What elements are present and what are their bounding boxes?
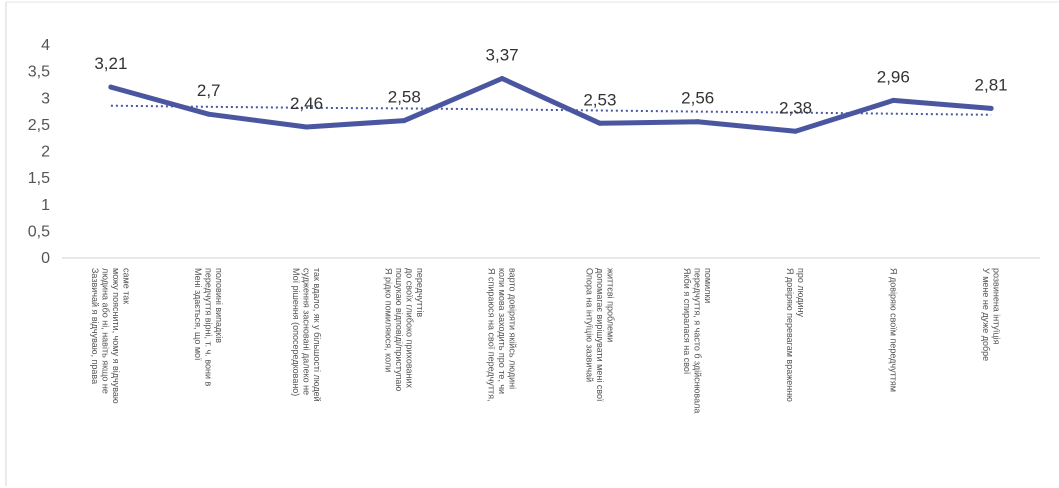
x-category-line: передчуття, я часто б здійснювала bbox=[693, 268, 703, 413]
x-category-line: передчуття вірні, т. ч. вони в bbox=[204, 268, 214, 387]
series-layer bbox=[108, 76, 994, 134]
x-category-line: Зазвичай я відчуваю, права bbox=[90, 268, 100, 384]
data-label: 2,38 bbox=[779, 98, 812, 117]
trend-line bbox=[110, 104, 992, 116]
data-label: 2,58 bbox=[388, 88, 421, 107]
x-category-line: можу пояснити, чому я відчуваю bbox=[111, 268, 121, 404]
data-point bbox=[988, 105, 994, 111]
x-category-label: Якби я спиралася на свої передчуття, я ча… bbox=[682, 268, 713, 413]
x-category-line: Мої рішення (опосередковано) bbox=[291, 268, 301, 396]
data-point bbox=[695, 119, 701, 125]
y-tick-label: 2 bbox=[41, 144, 50, 161]
data-point bbox=[499, 76, 505, 82]
data-label: 3,37 bbox=[486, 46, 519, 65]
category-labels: Зазвичай я відчуваю, права людина або ні,… bbox=[90, 268, 1001, 413]
x-category-line: про людину bbox=[796, 268, 806, 317]
x-category-line: судження засновані далеко не bbox=[302, 268, 312, 395]
data-label: 2,46 bbox=[290, 94, 323, 113]
x-category-line: Опора на інтуїцію зазвичай bbox=[584, 268, 594, 382]
data-point bbox=[793, 128, 798, 134]
x-category-line: розвинена інтуїція bbox=[991, 268, 1001, 345]
x-category-line: Якби я спиралася на свої bbox=[682, 268, 692, 375]
data-point bbox=[108, 84, 114, 90]
x-category-line: коли мова заходить про те, чи bbox=[497, 268, 507, 394]
x-category-label: Я довіряю перевагам враженню про людину bbox=[785, 268, 806, 402]
x-category-line: половині випадків bbox=[214, 268, 224, 343]
x-category-line: передчуттів bbox=[415, 268, 425, 317]
y-tick-label: 0,5 bbox=[28, 223, 50, 240]
x-category-line: допомагає вирішувати мені свої bbox=[595, 268, 605, 402]
x-category-line: варто довіряти якійсь людині bbox=[508, 268, 518, 389]
x-category-label: Я рідко помиляюся, коли пошукаю відповіді… bbox=[384, 268, 426, 391]
x-category-label: Мені здається, що мої передчуття вірні, т… bbox=[193, 268, 224, 387]
data-label: 2,7 bbox=[197, 81, 221, 100]
series-line bbox=[108, 76, 994, 134]
x-category-line: людина або ні, навіть якщо не bbox=[101, 268, 111, 394]
data-label: 3,21 bbox=[94, 54, 127, 73]
x-category-label: У мене не дуже добре розвинена інтуїція bbox=[981, 268, 1002, 361]
y-tick-label: 1,5 bbox=[28, 170, 50, 187]
data-point bbox=[304, 124, 309, 130]
y-tick-label: 0 bbox=[41, 250, 50, 267]
x-category-line: так вдало, як у більшості людей bbox=[312, 268, 322, 402]
data-point bbox=[890, 97, 896, 103]
y-tick-label: 3 bbox=[41, 90, 50, 107]
data-point bbox=[206, 111, 212, 117]
x-category-line: помилки bbox=[703, 268, 713, 303]
x-category-line: пошукаю відповіді/приступаю bbox=[394, 268, 404, 391]
data-labels: 3,21 2,7 2,46 2,58 3,37 2,53 2,56 2,38 2,96 2,81 bbox=[94, 46, 1007, 118]
x-category-line: Я спираюся на свої передчуття, bbox=[487, 268, 497, 401]
x-category-label: Я довіряю своїм передчуттям bbox=[888, 268, 898, 392]
data-label: 2,96 bbox=[877, 67, 910, 86]
y-axis-ticks: 0 0,5 1 1,5 2 2,5 3 3,5 4 bbox=[28, 37, 50, 267]
x-category-line: У мене не дуже добре bbox=[981, 268, 991, 361]
data-point bbox=[597, 120, 603, 126]
x-category-line: Я довіряю перевагам враженню bbox=[785, 268, 795, 402]
y-tick-label: 1 bbox=[41, 197, 50, 214]
x-category-line: Мені здається, що мої bbox=[193, 268, 203, 361]
x-category-label: Опора на інтуїцію зазвичай допомагає вирі… bbox=[584, 268, 615, 402]
y-tick-label: 4 bbox=[41, 37, 50, 54]
data-label: 2,53 bbox=[583, 90, 616, 109]
x-category-line: Я довіряю своїм передчуттям bbox=[888, 268, 898, 392]
x-category-label: Я спираюся на свої передчуття, коли мова … bbox=[487, 268, 518, 401]
y-tick-label: 2,5 bbox=[28, 117, 50, 134]
x-category-line: Я рідко помиляюся, коли bbox=[384, 268, 394, 372]
y-tick-label: 3,5 bbox=[28, 64, 50, 81]
data-label: 2,56 bbox=[681, 89, 714, 108]
x-category-label: Мої рішення (опосередковано) судження зас… bbox=[291, 268, 322, 402]
data-point bbox=[401, 118, 407, 124]
data-label: 2,81 bbox=[975, 75, 1008, 94]
x-category-label: Зазвичай я відчуваю, права людина або ні,… bbox=[90, 268, 132, 404]
x-category-line: життєві проблеми bbox=[605, 268, 615, 342]
x-category-line: до своїх глибоко прихованих bbox=[405, 268, 415, 389]
x-category-line: саме так bbox=[122, 268, 132, 304]
